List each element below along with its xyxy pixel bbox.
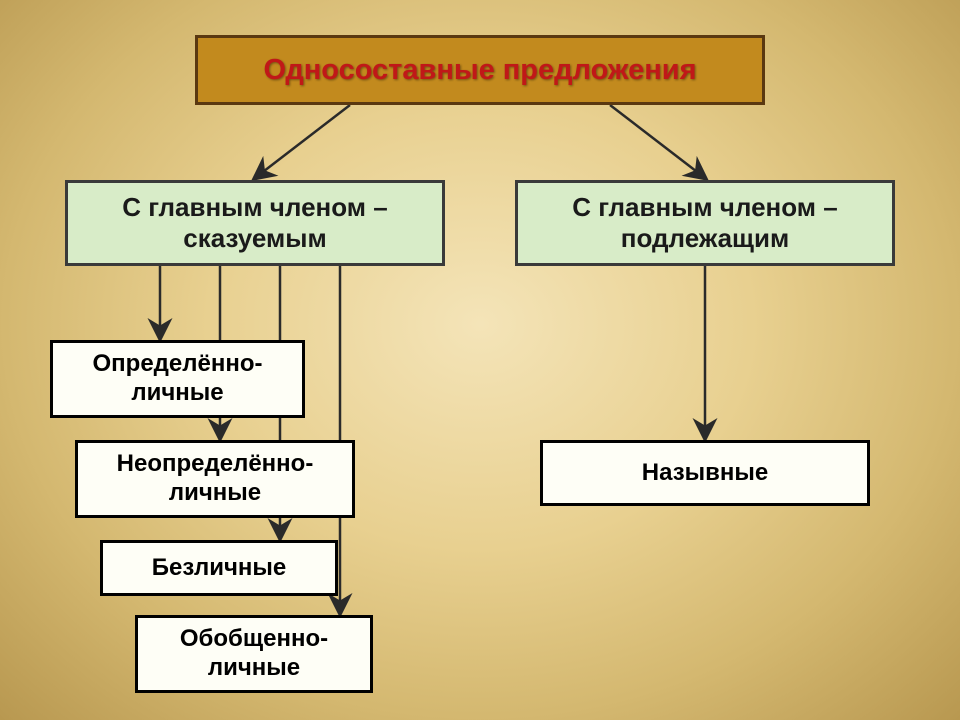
leaf-nominal-line1: Назывные [642, 459, 769, 488]
leaf-def-personal-line2: личные [93, 379, 263, 408]
branch-predicate: С главным членом – сказуемым [65, 180, 445, 266]
leaf-indef-personal: Неопределённо-личные [75, 440, 355, 518]
leaf-nominal: Назывные [540, 440, 870, 506]
leaf-def-personal: Определённо-личные [50, 340, 305, 418]
leaf-gen-personal: Обобщенно-личные [135, 615, 373, 693]
title-text: Односоставные предложения [263, 53, 696, 88]
branch-predicate-line2: сказуемым [122, 223, 387, 254]
leaf-gen-personal-line1: Обобщенно- [180, 625, 328, 654]
leaf-indef-personal-line2: личные [117, 479, 314, 508]
leaf-def-personal-line1: Определённо- [93, 350, 263, 379]
title-box: Односоставные предложения [195, 35, 765, 105]
branch-subject-line2: подлежащим [572, 223, 837, 254]
branch-subject-line1: С главным членом – [572, 192, 837, 223]
branch-subject: С главным членом – подлежащим [515, 180, 895, 266]
leaf-impersonal: Безличные [100, 540, 338, 596]
leaf-indef-personal-line1: Неопределённо- [117, 450, 314, 479]
branch-predicate-line1: С главным членом – [122, 192, 387, 223]
leaf-impersonal-line1: Безличные [152, 554, 286, 583]
leaf-gen-personal-line2: личные [180, 654, 328, 683]
